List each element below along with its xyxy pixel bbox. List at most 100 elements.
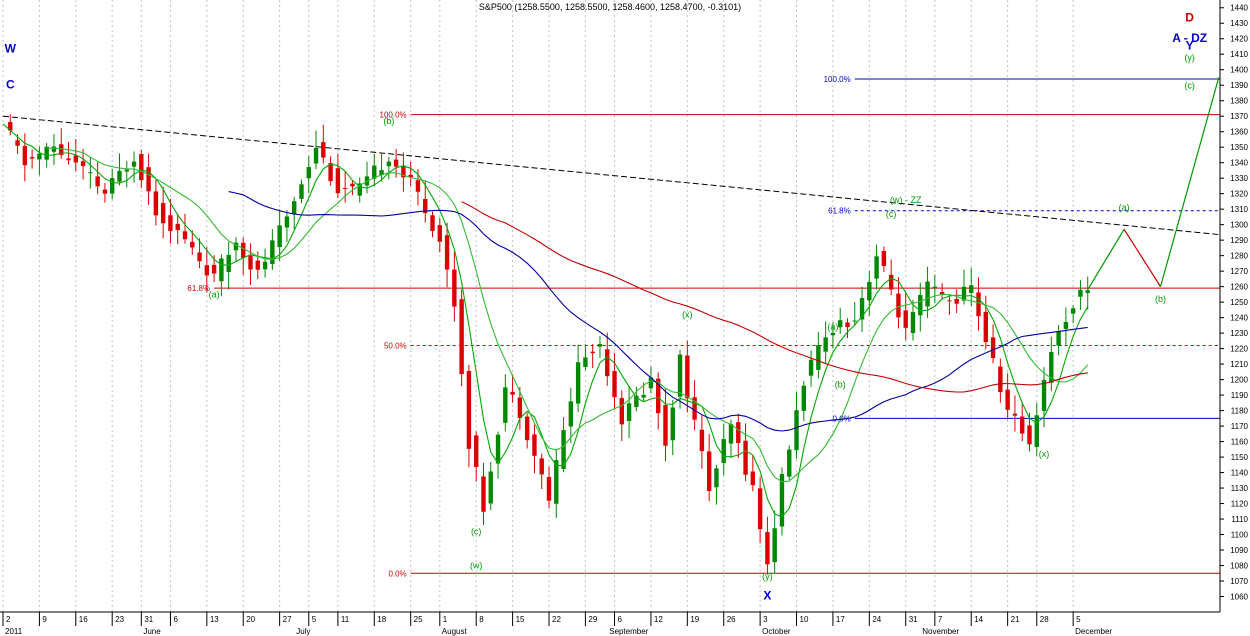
candle-body: [102, 189, 108, 194]
candle-body: [910, 312, 916, 334]
candle-body: [554, 460, 559, 504]
x-day-label: 10: [800, 615, 809, 624]
wave-label: (w) - ZZ: [890, 195, 922, 205]
candle-body: [255, 260, 260, 270]
y-tick-label: 1280: [1230, 252, 1248, 261]
x-day-label: 7: [938, 615, 943, 624]
candle-body: [8, 122, 13, 131]
x-day-label: 5: [1076, 615, 1081, 624]
candle-body: [1070, 308, 1076, 314]
wave-label: (c): [886, 209, 897, 219]
candle-body: [648, 377, 654, 389]
candle-body: [830, 332, 836, 336]
candle-body: [896, 293, 901, 318]
x-day-label: 25: [414, 615, 423, 624]
wave-label: (c): [1184, 80, 1195, 90]
candle-body: [204, 265, 210, 276]
candle-body: [597, 343, 603, 347]
candle-body: [423, 198, 428, 214]
y-tick-label: 1200: [1230, 376, 1248, 385]
x-day-label: 6: [618, 615, 623, 624]
x-day-label: 5: [312, 615, 317, 624]
y-tick-label: 1110: [1231, 515, 1248, 524]
candle-body: [386, 161, 392, 167]
projection-segment: [1123, 228, 1162, 287]
y-tick-label: 1130: [1231, 484, 1249, 493]
y-tick-label: 1380: [1230, 97, 1248, 106]
y-tick-label: 1340: [1230, 159, 1248, 168]
candle-body: [1049, 351, 1054, 383]
candle-body: [328, 163, 333, 182]
y-tick-label: 1320: [1230, 190, 1248, 199]
candle-body: [262, 261, 268, 270]
wave-label: (w): [470, 561, 483, 571]
wave-label: X: [763, 589, 771, 603]
candle-body: [838, 320, 843, 328]
y-axis: 1060 1070 1080 1090 1100 1110 1120 1130 1140 1150…: [1219, 0, 1250, 636]
candle-body: [1063, 321, 1069, 329]
candle-body: [350, 183, 355, 187]
candle-body: [874, 256, 879, 279]
moving-average-line: [228, 191, 1088, 432]
candle-body: [481, 476, 486, 512]
candle-body: [969, 285, 974, 293]
candle-body: [685, 355, 690, 399]
x-month-label: November: [922, 627, 959, 636]
candle-body: [95, 176, 100, 187]
wave-label: (a): [1119, 203, 1130, 213]
candle-body: [575, 362, 581, 404]
candle-body: [1005, 389, 1010, 410]
candle-body: [787, 449, 792, 477]
wave-labels: (a) (b) (c) (w) (x) (y) (a) (b) (c) (w) - ZZ (x) (a…: [5, 11, 1207, 603]
wave-label: (y): [762, 571, 773, 581]
wave-label: D: [1185, 11, 1194, 25]
y-tick-label: 1230: [1230, 329, 1248, 338]
candle-body: [524, 416, 530, 441]
y-tick-label: 1220: [1230, 345, 1248, 354]
candle-body: [794, 410, 799, 451]
x-day-label: 2: [6, 615, 11, 624]
candle-body: [37, 153, 42, 160]
candle-body: [546, 477, 552, 501]
candle-body: [59, 144, 64, 155]
candle-body: [313, 147, 319, 164]
y-tick-label: 1420: [1230, 35, 1248, 44]
candle-body: [1034, 415, 1039, 447]
level-label: 61.8%: [828, 207, 851, 216]
x-month-label: June: [143, 627, 161, 636]
trendline: [2, 115, 1250, 239]
candle-body: [692, 397, 697, 420]
y-tick-label: 1240: [1230, 314, 1248, 323]
candle-body: [532, 434, 537, 456]
candle-body: [888, 274, 894, 290]
candle-body: [757, 488, 763, 530]
x-day-label: 12: [654, 615, 663, 624]
y-tick-label: 1160: [1231, 438, 1249, 447]
x-day-label: 9: [42, 615, 47, 624]
candle-body: [321, 142, 326, 158]
candle-body: [139, 153, 144, 181]
candle-body: [590, 351, 595, 354]
candle-body: [226, 254, 231, 273]
y-tick-label: 1100: [1231, 531, 1249, 540]
candle-body: [939, 291, 945, 295]
x-day-label: 16: [79, 615, 88, 624]
y-tick-label: 1390: [1230, 81, 1248, 90]
candle-body: [947, 300, 952, 302]
x-day-label: 8: [479, 615, 484, 624]
candle-body: [663, 404, 668, 446]
y-tick-label: 1310: [1230, 205, 1248, 214]
candle-body: [772, 528, 777, 563]
candle-body: [124, 169, 129, 172]
candle-body: [976, 292, 981, 317]
level-label: 61.8%: [187, 284, 210, 293]
x-month-label: September: [609, 627, 648, 636]
candle-body: [393, 159, 399, 167]
wave-label: C: [6, 77, 15, 91]
candle-body: [961, 286, 967, 301]
y-axis-background: [1220, 0, 1250, 636]
candle-body: [182, 231, 188, 240]
candle-body: [299, 184, 304, 199]
candle-body: [146, 167, 151, 192]
